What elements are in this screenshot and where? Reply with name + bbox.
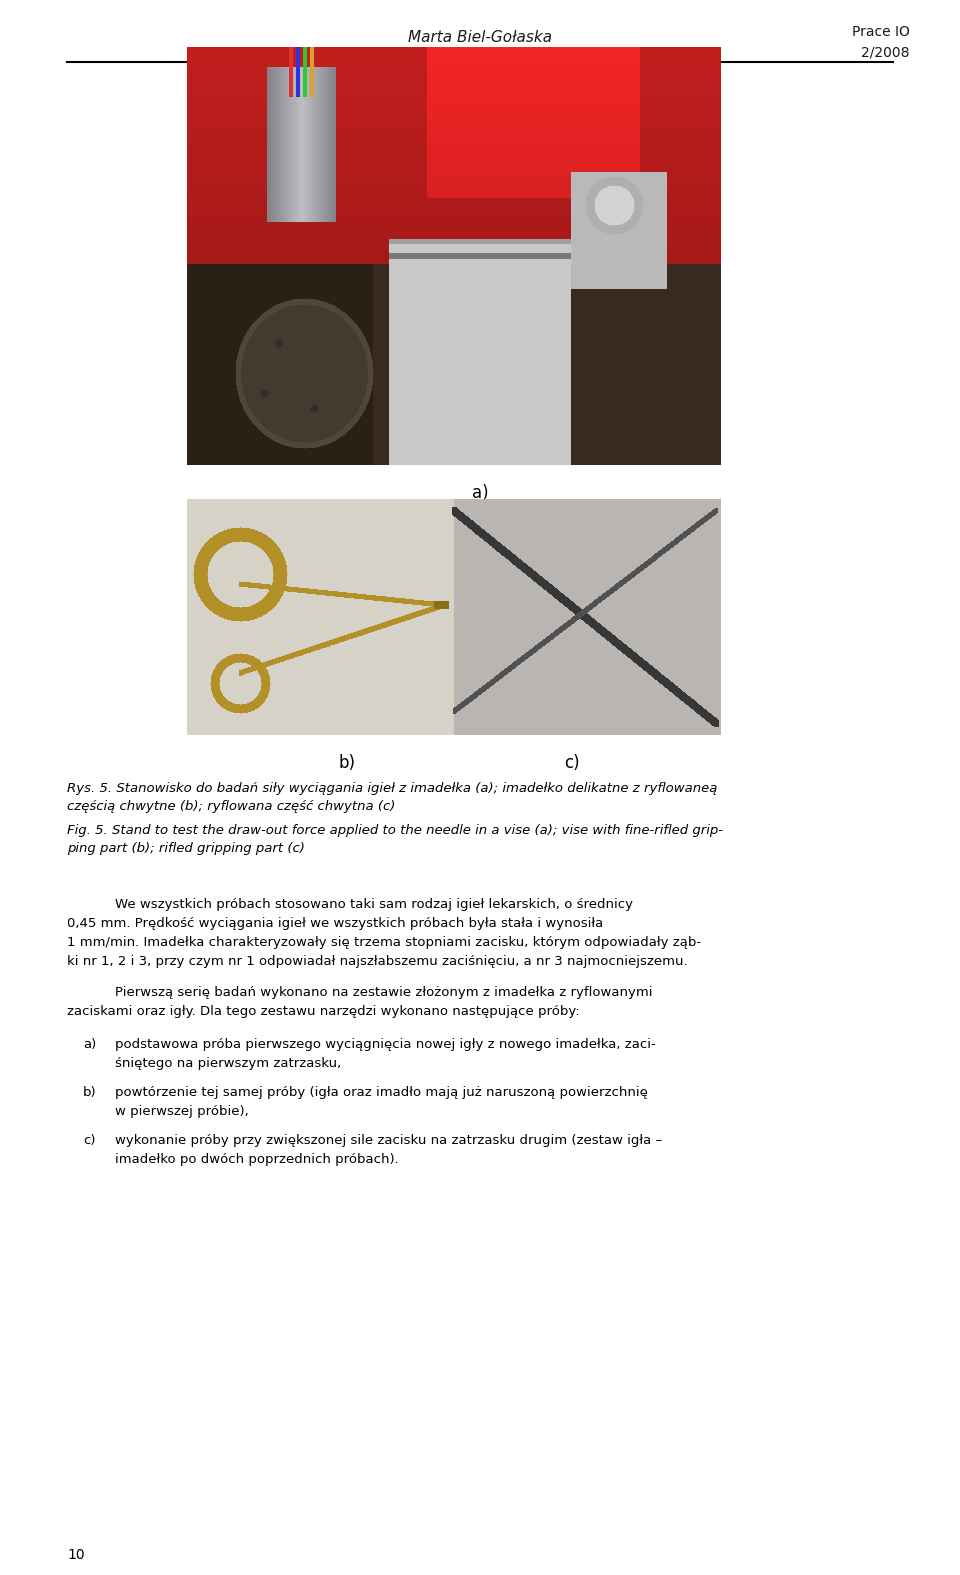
Text: Pierwszą serię badań wykonano na zestawie złożonym z imadełka z ryflowanymi: Pierwszą serię badań wykonano na zestawi… [115,986,653,999]
Text: imadełko po dwóch poprzednich próbach).: imadełko po dwóch poprzednich próbach). [115,1153,398,1165]
Text: częścią chwytne (b); ryflowana część chwytna (c): częścią chwytne (b); ryflowana część chw… [67,800,396,813]
Text: Prace IO: Prace IO [852,25,910,39]
Text: zaciskami oraz igły. Dla tego zestawu narzędzi wykonano następujące próby:: zaciskami oraz igły. Dla tego zestawu na… [67,1005,580,1017]
Text: We wszystkich próbach stosowano taki sam rodzaj igieł lekarskich, o średnicy: We wszystkich próbach stosowano taki sam… [115,898,633,910]
Text: 1 mm/min. Imadełka charakteryzowały się trzema stopniami zacisku, którym odpowia: 1 mm/min. Imadełka charakteryzowały się … [67,936,701,950]
Text: wykonanie próby przy zwiększonej sile zacisku na zatrzasku drugim (zestaw igła –: wykonanie próby przy zwiększonej sile za… [115,1134,662,1147]
Text: 10: 10 [67,1548,84,1562]
Text: Fig. 5. Stand to test the draw-out force applied to the needle in a vise (a); vi: Fig. 5. Stand to test the draw-out force… [67,824,723,836]
Text: 2/2008: 2/2008 [861,46,910,58]
Text: b): b) [83,1087,97,1099]
Text: 0,45 mm. Prędkość wyciągania igieł we wszystkich próbach była stała i wynosiła: 0,45 mm. Prędkość wyciągania igieł we ws… [67,917,603,929]
Text: b): b) [339,754,356,772]
Text: powtórzenie tej samej próby (igła oraz imadło mają już naruszoną powierzchnię: powtórzenie tej samej próby (igła oraz i… [115,1087,648,1099]
Text: a): a) [471,484,489,502]
Text: ki nr 1, 2 i 3, przy czym nr 1 odpowiadał najszłabszemu zaciśnięciu, a nr 3 najm: ki nr 1, 2 i 3, przy czym nr 1 odpowiada… [67,954,687,969]
Text: śniętego na pierwszym zatrzasku,: śniętego na pierwszym zatrzasku, [115,1057,341,1069]
Text: w pierwszej próbie),: w pierwszej próbie), [115,1106,249,1118]
Text: ping part (b); rifled gripping part (c): ping part (b); rifled gripping part (c) [67,843,305,855]
Text: c): c) [83,1134,95,1147]
Text: c): c) [564,754,579,772]
Text: Marta Biel-Gołaska: Marta Biel-Gołaska [408,30,552,46]
Text: a): a) [83,1038,96,1051]
Text: podstawowa próba pierwszego wyciągnięcia nowej igły z nowego imadełka, zaci-: podstawowa próba pierwszego wyciągnięcia… [115,1038,656,1051]
Text: Rys. 5. Stanowisko do badań siły wyciągania igieł z imadełka (a); imadełko delik: Rys. 5. Stanowisko do badań siły wyciąga… [67,783,717,795]
